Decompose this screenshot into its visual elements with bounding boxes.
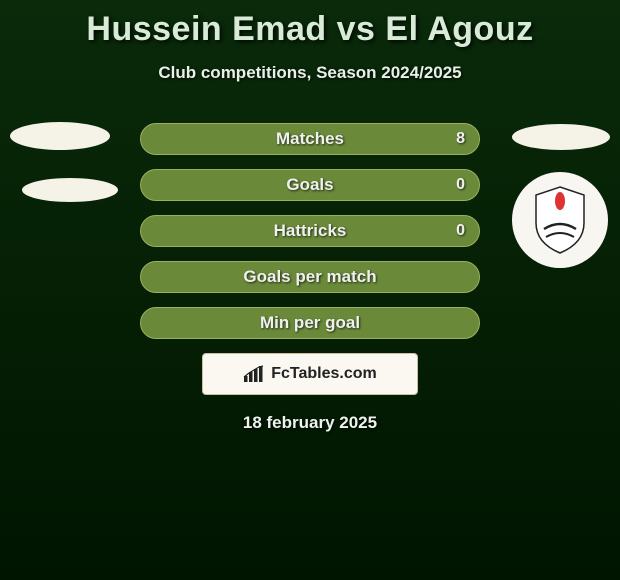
stat-label: Goals per match	[243, 267, 376, 287]
stat-value-right: 8	[456, 130, 465, 148]
chart-icon	[243, 365, 265, 383]
stat-label: Matches	[276, 129, 344, 149]
stat-label: Goals	[286, 175, 333, 195]
stats-container: Matches 8 Goals 0 Hattricks 0 Goals per …	[0, 123, 620, 339]
attribution-box: FcTables.com	[202, 353, 418, 395]
stat-row-goals: Goals 0	[140, 169, 480, 201]
stat-label: Hattricks	[274, 221, 347, 241]
stat-label: Min per goal	[260, 313, 360, 333]
stat-value-right: 0	[456, 176, 465, 194]
attribution-text: FcTables.com	[271, 365, 377, 383]
subtitle: Club competitions, Season 2024/2025	[0, 63, 620, 83]
stat-row-matches: Matches 8	[140, 123, 480, 155]
stat-row-hattricks: Hattricks 0	[140, 215, 480, 247]
page-title: Hussein Emad vs El Agouz	[0, 0, 620, 49]
stat-row-min-per-goal: Min per goal	[140, 307, 480, 339]
stat-value-right: 0	[456, 222, 465, 240]
stat-row-goals-per-match: Goals per match	[140, 261, 480, 293]
date-text: 18 february 2025	[0, 413, 620, 433]
